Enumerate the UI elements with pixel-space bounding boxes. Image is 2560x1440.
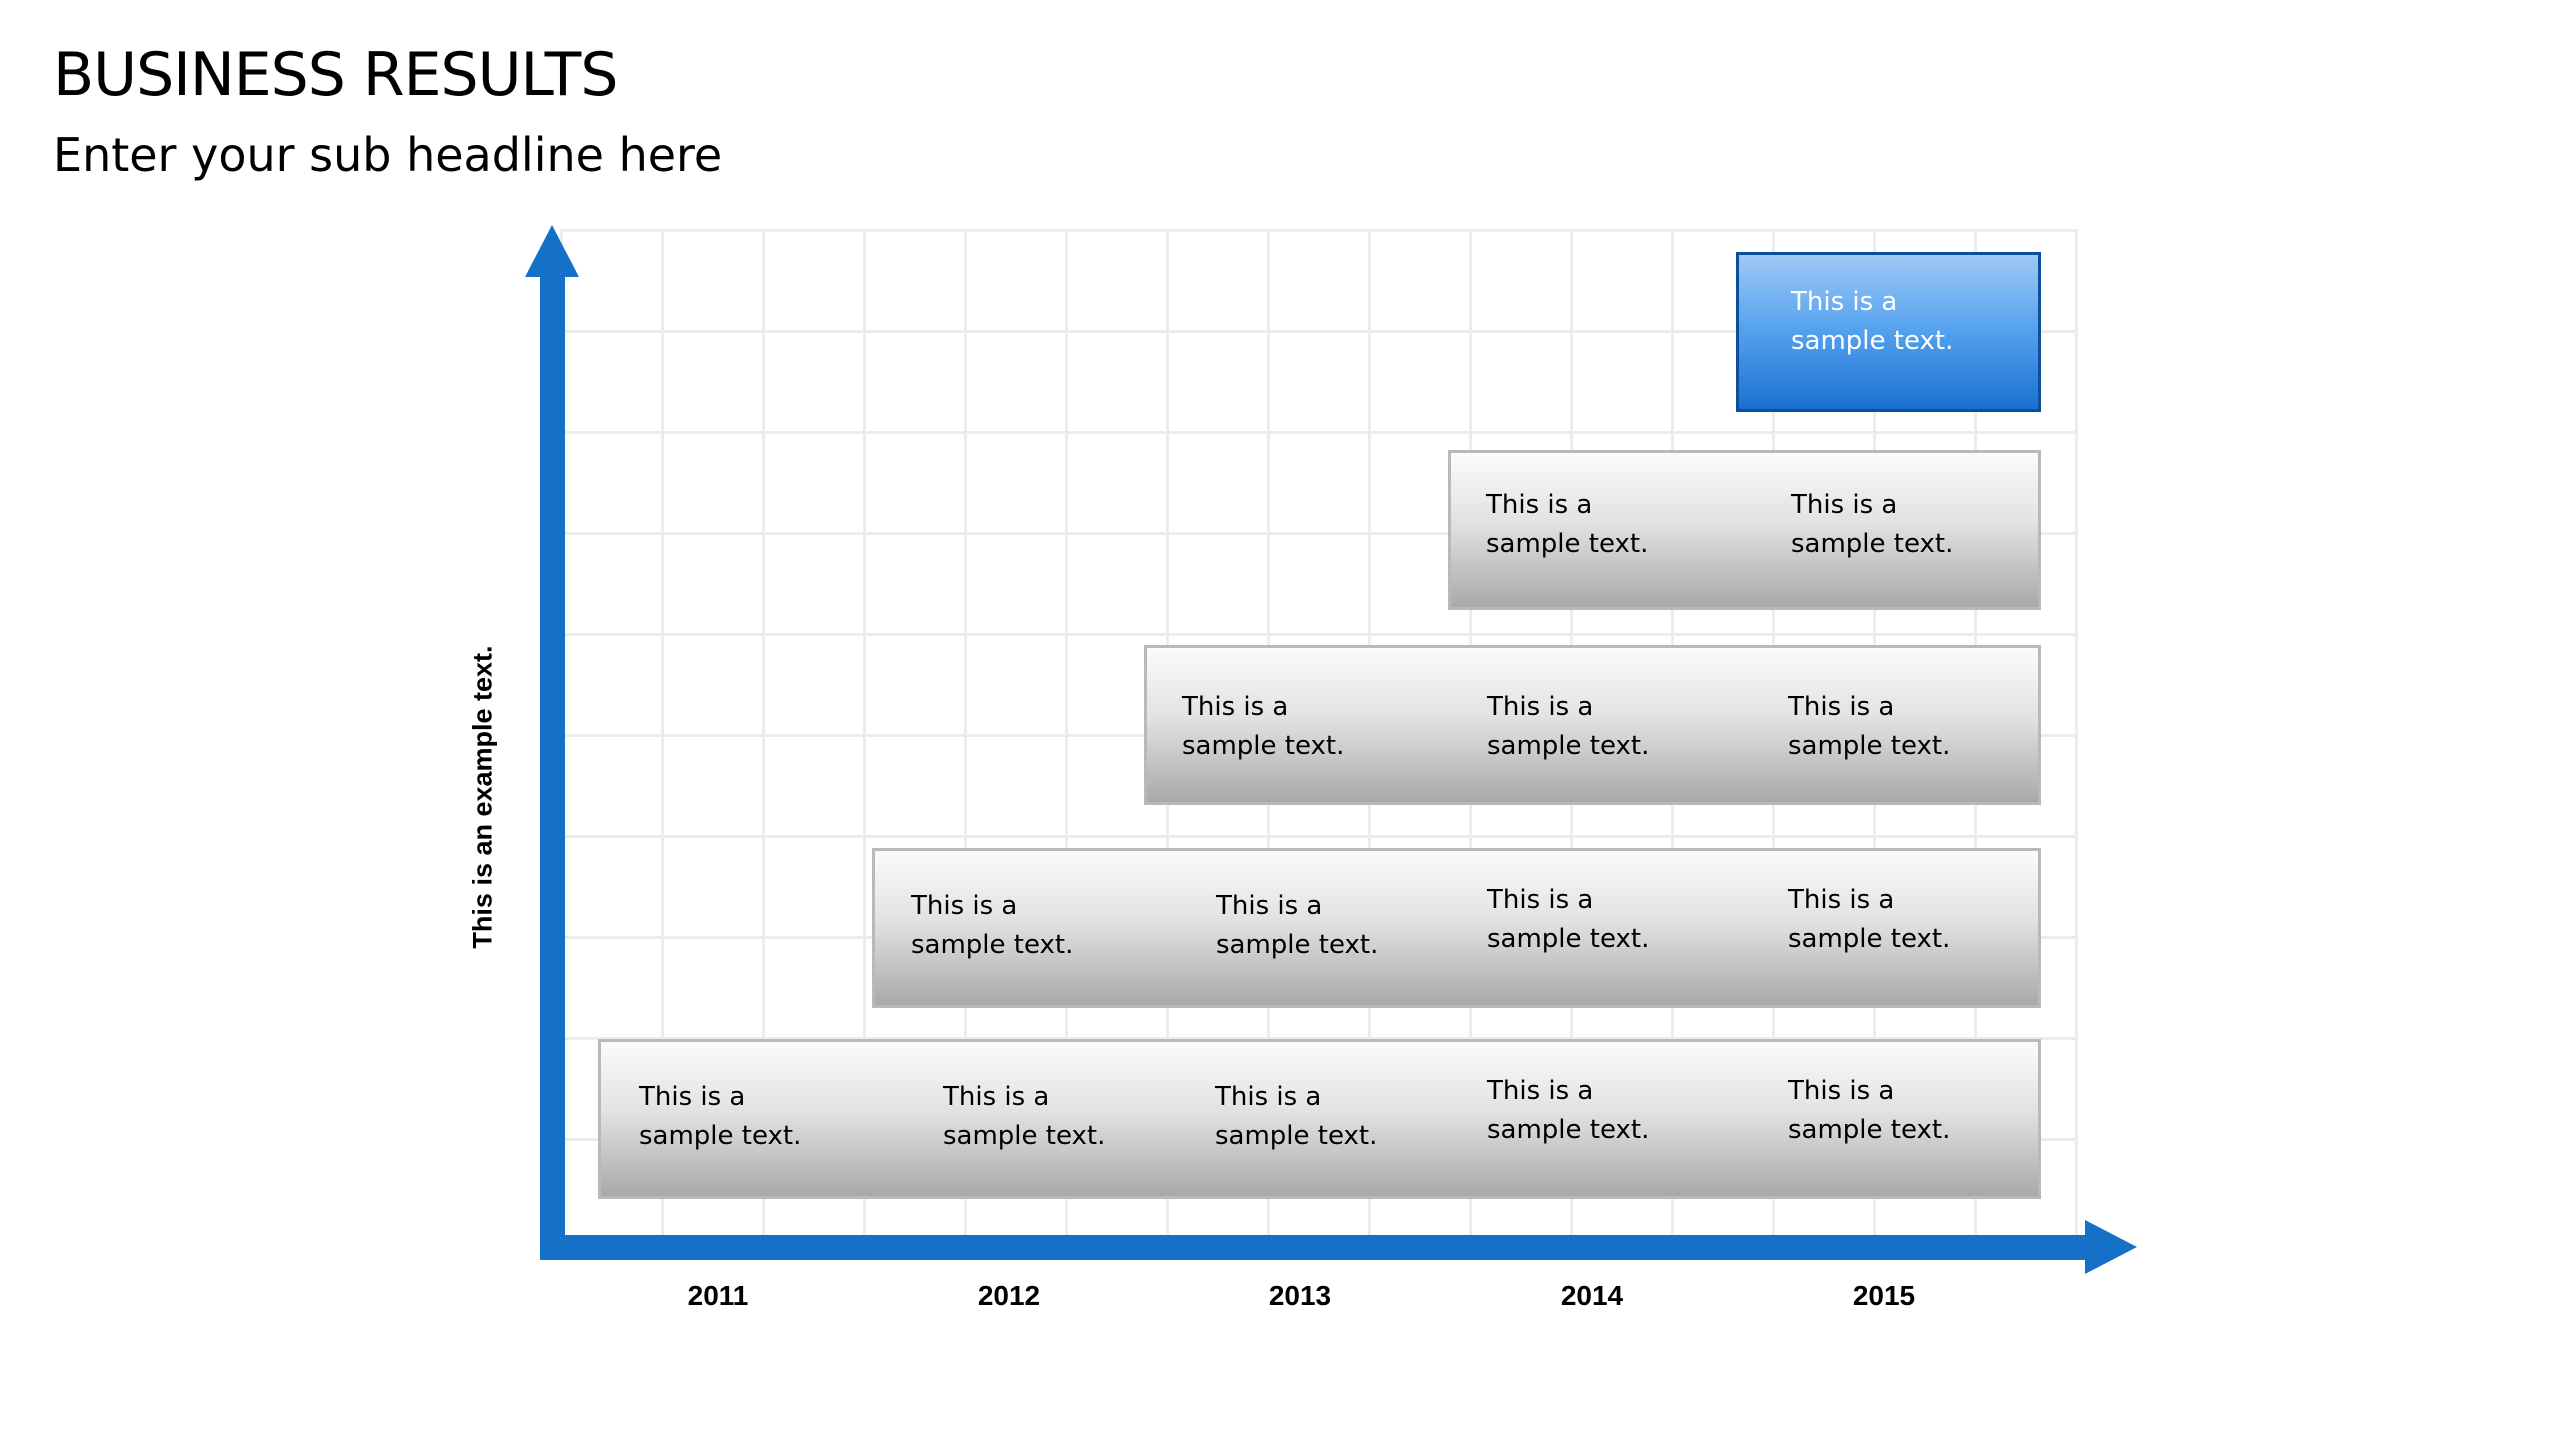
x-axis-label-2014: 2014 xyxy=(1560,1280,1624,1311)
timeline-bar-2012: This is a sample text. This is a sample te… xyxy=(872,848,2041,1008)
bar-cell-text: This is a sample text. xyxy=(1182,692,1345,761)
bar-cell-text: This is a sample text. xyxy=(1486,490,1649,559)
x-axis-line xyxy=(540,1235,2095,1260)
y-axis-label: This is an example text. xyxy=(467,645,498,949)
x-axis-label-2011: 2011 xyxy=(687,1280,749,1311)
bar-cell-text: This is a sample text. xyxy=(1487,885,1650,954)
bar-cell-text: This is a sample text. xyxy=(1791,490,1954,559)
timeline-bar-2011: This is a sample text. This is a sample te… xyxy=(598,1039,2041,1199)
x-axis-label-2012: 2012 xyxy=(977,1280,1041,1311)
bar-cell-text: This is a sample text. xyxy=(1788,885,1951,954)
y-axis-line xyxy=(540,270,565,1257)
bar-cell-text: This is a sample text. xyxy=(1487,692,1650,761)
timeline-bar-2014: This is a sample text. This is a sample te… xyxy=(1448,450,2041,610)
bar-cell-text: This is a sample text. xyxy=(943,1082,1106,1151)
x-axis-label-2013: 2013 xyxy=(1268,1280,1332,1311)
timeline-bar-2013: This is a sample text. This is a sample te… xyxy=(1144,645,2041,805)
timeline-bar-2015: This is a sample text. xyxy=(1736,252,2041,412)
x-axis-arrow-icon xyxy=(2085,1220,2137,1274)
bar-cell-text: This is a sample text. xyxy=(1788,692,1951,761)
slide-title: BUSINESS RESULTS xyxy=(53,40,618,110)
slide-subtitle: Enter your sub headline here xyxy=(53,128,723,182)
bar-cell-text: This is a sample text. xyxy=(1215,1082,1378,1151)
bar-cell-text: This is a sample text. xyxy=(911,891,1074,960)
y-axis-arrow-icon xyxy=(525,225,579,277)
bar-cell-text: This is a sample text. xyxy=(1791,287,1954,356)
bar-cell-text: This is a sample text. xyxy=(1487,1076,1650,1145)
bar-cell-text: This is a sample text. xyxy=(1216,891,1379,960)
bar-cell-text: This is a sample text. xyxy=(639,1082,802,1151)
x-axis-label-2015: 2015 xyxy=(1852,1280,1916,1311)
bar-cell-text: This is a sample text. xyxy=(1788,1076,1951,1145)
